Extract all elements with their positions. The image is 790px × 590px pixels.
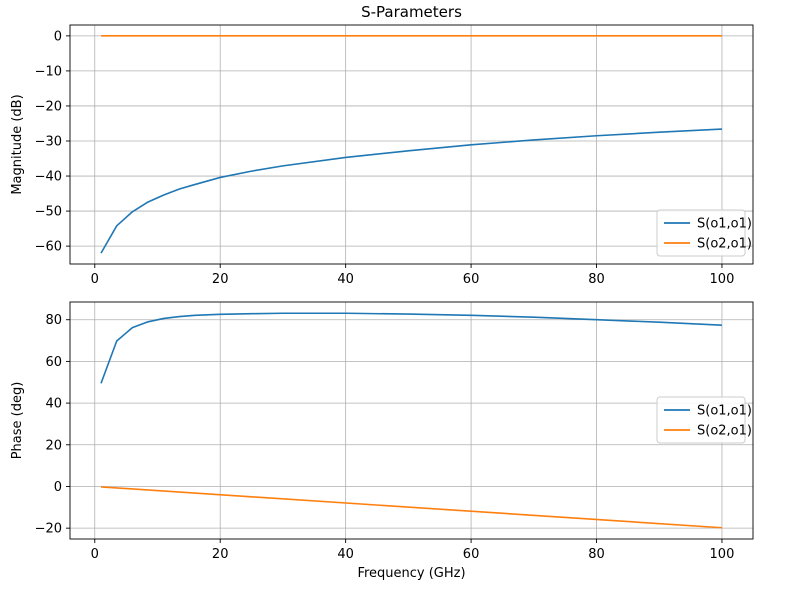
legend-box [656,209,746,257]
y-tick-label: −20 [35,99,62,114]
y-axis-label: Phase (deg) [10,382,25,460]
legend: S(o1,o1) S(o2,o1) [656,396,752,444]
legend-box [656,396,746,444]
axes-frame [69,301,754,540]
x-tick-label: 40 [337,272,354,287]
x-tick-label: 80 [588,272,605,287]
legend-label-1: S(o1,o1) [697,217,752,232]
chart-title: S-Parameters [361,3,462,21]
y-tick-label: 60 [45,355,62,370]
y-tick-label: −60 [35,240,62,255]
y-tick-label: −40 [35,170,62,185]
axes-frame [69,24,754,265]
y-tick-label: −10 [35,64,62,79]
y-tick-label: −50 [35,205,62,220]
x-tick-label: 60 [463,272,480,287]
series-line-1 [100,312,722,384]
x-tick-label: 20 [212,547,229,562]
x-tick-label: 40 [337,547,354,562]
legend-label-2: S(o2,o1) [697,424,752,439]
x-tick-label: 60 [463,547,480,562]
chart-panel-2: 0 20 40 60 80 100 80 60 40 20 0 −20 Phase (deg) Frequ… [10,301,754,581]
x-tick-label: 0 [91,547,99,562]
x-tick-label: 100 [710,547,735,562]
legend: S(o1,o1) S(o2,o1) [656,209,752,257]
y-tick-label: 0 [54,480,62,495]
x-tick-label: 0 [91,272,99,287]
y-tick-label: 0 [54,29,62,44]
chart-panel-1: 0 20 40 60 80 100 0 −10 −20 −30 −40 −50 −60 S-Paramet… [10,3,754,287]
y-tick-label: 20 [45,438,62,453]
series-line-2 [100,486,723,529]
x-axis-label: Frequency (GHz) [357,566,465,581]
y-axis-label: Magnitude (dB) [10,94,25,194]
legend-label-1: S(o1,o1) [697,404,752,419]
x-tick-label: 80 [588,547,605,562]
series-line-1 [100,128,722,254]
y-tick-label: −30 [35,134,62,149]
y-tick-label: 40 [45,397,62,412]
legend-label-2: S(o2,o1) [697,237,752,252]
y-tick-label: 80 [45,313,62,328]
x-tick-label: 100 [710,272,735,287]
x-tick-label: 20 [212,272,229,287]
y-tick-label: −20 [35,522,62,537]
